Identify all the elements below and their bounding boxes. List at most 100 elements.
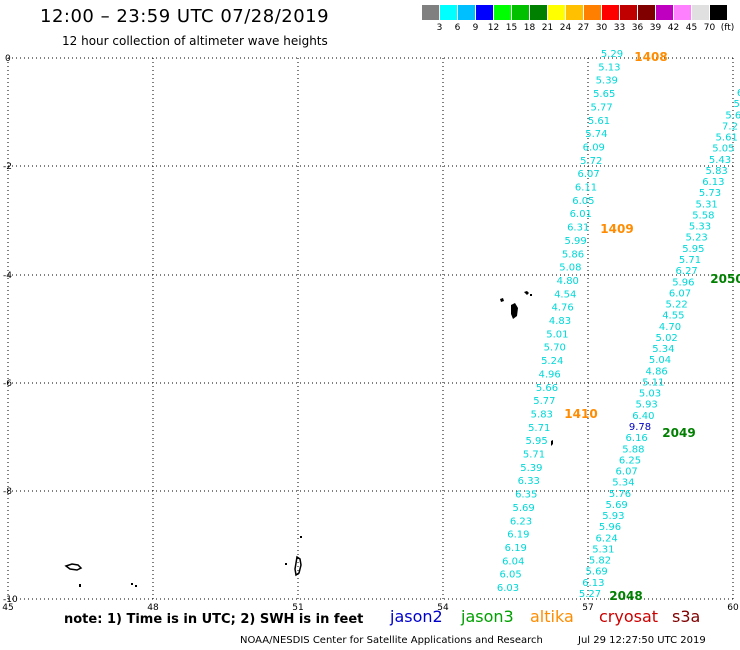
wave-height-value: 6.07 [616, 467, 638, 478]
wave-height-value: 5.73 [699, 188, 721, 199]
pass-time-label: 1409 [600, 222, 633, 236]
wave-height-value: 6.13 [702, 177, 724, 188]
wave-height-value: 4.80 [557, 276, 579, 287]
wave-height-value: 5.99 [564, 236, 586, 247]
satellite-jason2: jason2 [390, 607, 443, 626]
wave-height-value: 6.19 [505, 543, 527, 554]
wave-height-value: 4.70 [659, 322, 681, 333]
wave-height-value: 6 [737, 88, 740, 99]
lat-tick-label: -8 [3, 487, 12, 497]
wave-height-value: 5.39 [596, 76, 618, 87]
wave-height-value: 4.54 [554, 289, 576, 300]
wave-height-value: 5.13 [598, 62, 620, 73]
scale-label: (ft) [720, 23, 735, 33]
pass-time-labels: 1408 1409 1410 2050 2049 2048 [564, 50, 740, 603]
wave-height-value: 5 [733, 99, 739, 110]
wave-height-value: 6.31 [567, 223, 589, 234]
axis-labels: 45 48 51 54 57 60 0 -2 -4 -6 -8 -10 [2, 54, 739, 613]
scale-swatch [422, 5, 439, 20]
scale-swatch [566, 5, 583, 20]
wave-height-value: 5.31 [592, 544, 614, 555]
lat-tick-label: -10 [3, 595, 18, 605]
scale-swatch [458, 5, 475, 20]
wave-height-value: 4.55 [662, 311, 684, 322]
islands [64, 291, 553, 587]
wave-height-value: 5.76 [609, 489, 631, 500]
wave-height-value: 6.16 [626, 433, 648, 444]
wave-height-value: 9.78 [629, 422, 651, 433]
island-praslin [500, 298, 504, 302]
wave-height-value: 5.83 [531, 409, 553, 420]
wave-height-value: 5.86 [562, 249, 584, 260]
wave-height-value: 6.33 [518, 476, 540, 487]
wave-height-value: 5.96 [599, 522, 621, 533]
satellite-jason3: jason3 [461, 607, 514, 626]
wave-height-value: 5.23 [686, 233, 708, 244]
scale-swatch [530, 5, 547, 20]
scale-swatch [620, 5, 637, 20]
wave-height-value: 5.88 [622, 444, 644, 455]
wave-height-value: 5.03 [639, 389, 661, 400]
wave-height-value: 5.71 [528, 423, 550, 434]
scale-label: 9 [472, 23, 479, 33]
wave-height-value: 5.04 [649, 355, 671, 366]
scale-swatch [656, 5, 673, 20]
wave-height-value: 6.03 [497, 583, 519, 594]
wave-height-value: 5.69 [512, 503, 534, 514]
island-denis [524, 291, 532, 296]
scale-label: 33 [613, 23, 626, 33]
scale-swatch [440, 5, 457, 20]
scale-label: 27 [577, 23, 590, 33]
wave-height-value: 5.61 [588, 116, 610, 127]
credit-line: NOAA/NESDIS Center for Satellite Applica… [240, 635, 543, 646]
lat-tick-label: -4 [3, 271, 12, 281]
wave-height-value: 5.33 [689, 222, 711, 233]
island-comoros [64, 563, 83, 571]
wave-height-value: 5.31 [696, 199, 718, 210]
pass-time-label: 2048 [609, 589, 642, 603]
wave-height-value: 6.40 [632, 411, 654, 422]
scale-label: 18 [523, 23, 536, 33]
scale-label: 6 [454, 23, 461, 33]
scale-label: 42 [667, 23, 680, 33]
scale-label: 30 [595, 23, 608, 33]
wave-height-value: 5.77 [590, 102, 612, 113]
scale-label: 21 [541, 23, 554, 33]
scale-label: 12 [487, 23, 500, 33]
wave-height-value: 6.04 [502, 556, 524, 567]
scale-label: 15 [505, 23, 518, 33]
scale-label: 39 [649, 23, 662, 33]
wave-height-value: 5.58 [692, 210, 714, 221]
lat-tick-label: 0 [5, 54, 11, 64]
wave-height-value: 5.93 [602, 511, 624, 522]
wave-height-value: 5.70 [544, 343, 566, 354]
wave-height-value: 5.43 [709, 155, 731, 166]
wave-height-value: 5.72 [580, 156, 602, 167]
wave-height-value: 5.39 [520, 463, 542, 474]
wave-height-value: 5.27 [579, 589, 601, 600]
wave-height-value: 5.83 [706, 166, 728, 177]
wave-height-value: 5.71 [523, 450, 545, 461]
scale-swatch [602, 5, 619, 20]
lon-tick-label: 48 [147, 603, 159, 613]
wave-height-value: 5.02 [656, 333, 678, 344]
scale-swatch [512, 5, 529, 20]
wave-height-value: 6.09 [583, 142, 605, 153]
island-agalega [551, 440, 553, 446]
scale-swatch [674, 5, 691, 20]
wave-height-value: 6.07 [577, 169, 599, 180]
island-glorioso [131, 583, 137, 587]
wave-height-value: 5.11 [642, 377, 664, 388]
wave-height-value: 5.29 [601, 49, 623, 60]
scale-label: 3 [436, 23, 443, 33]
map-grid [7, 57, 734, 600]
wave-height-value: 6.24 [596, 533, 618, 544]
wave-height-value: 5.93 [636, 400, 658, 411]
wave-height-value: 6.19 [507, 530, 529, 541]
wave-height-value: 6.05 [499, 570, 521, 581]
wave-height-value: 4.86 [646, 366, 668, 377]
map-title: 12:00 – 23:59 UTC 07/28/2019 [40, 6, 330, 27]
wave-height-value: 5.74 [585, 129, 607, 140]
wave-height-value: 6.01 [570, 209, 592, 220]
